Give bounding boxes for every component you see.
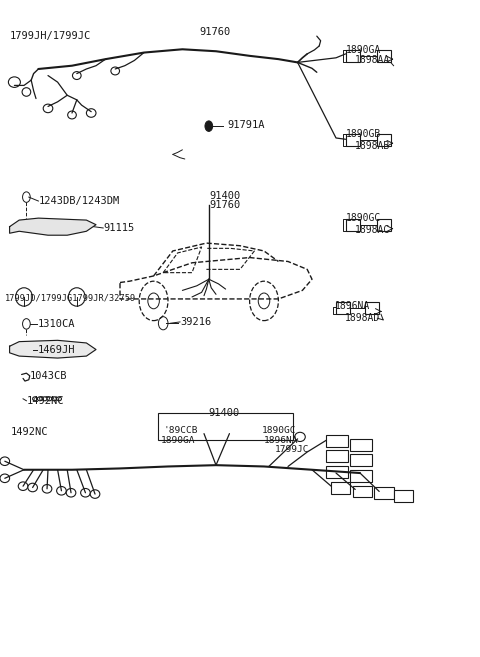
Ellipse shape (81, 489, 90, 497)
Bar (394, 490, 413, 502)
Bar (326, 450, 348, 462)
Ellipse shape (68, 288, 85, 306)
Bar (336, 302, 350, 314)
Ellipse shape (111, 67, 120, 75)
Text: 1896NA: 1896NA (335, 301, 370, 311)
Text: 1799JC: 1799JC (275, 445, 309, 454)
Ellipse shape (72, 72, 81, 79)
Ellipse shape (15, 288, 32, 306)
Bar (365, 302, 379, 314)
Ellipse shape (52, 397, 57, 401)
Ellipse shape (90, 490, 100, 498)
Bar (331, 482, 350, 494)
Circle shape (205, 121, 213, 131)
Bar (326, 435, 348, 447)
Bar (377, 134, 391, 146)
Ellipse shape (66, 489, 76, 497)
Text: 1898AD: 1898AD (345, 313, 380, 323)
Bar (350, 439, 372, 451)
Bar (346, 134, 360, 146)
Ellipse shape (0, 457, 10, 465)
Text: 1890GC: 1890GC (346, 213, 381, 223)
Ellipse shape (42, 485, 52, 493)
Text: 91400: 91400 (209, 407, 240, 418)
Text: 1492NC: 1492NC (26, 396, 64, 406)
Text: 1890GA: 1890GA (346, 45, 381, 55)
Text: 1890GA: 1890GA (161, 436, 195, 445)
Bar (353, 486, 372, 497)
Ellipse shape (37, 397, 42, 401)
Text: 1898AB: 1898AB (355, 141, 390, 151)
Ellipse shape (225, 427, 234, 436)
Text: 1492NC: 1492NC (11, 427, 48, 438)
Bar (350, 470, 372, 482)
Text: 91400: 91400 (210, 191, 241, 201)
Bar (374, 487, 394, 499)
Text: 1799JH/1799JC: 1799JH/1799JC (10, 31, 91, 41)
Bar (346, 219, 360, 231)
Ellipse shape (57, 486, 66, 495)
Ellipse shape (57, 397, 61, 401)
Text: 1890GB: 1890GB (346, 129, 381, 139)
Ellipse shape (47, 397, 52, 401)
Text: 1243DB/1243DM: 1243DB/1243DM (38, 196, 120, 206)
Ellipse shape (8, 77, 20, 87)
Text: 91760: 91760 (199, 26, 230, 37)
Text: 1890GC: 1890GC (262, 426, 296, 435)
Ellipse shape (0, 474, 10, 482)
Text: 91760: 91760 (210, 200, 241, 210)
Bar (350, 454, 372, 466)
Ellipse shape (18, 482, 28, 490)
Text: 1310CA: 1310CA (37, 319, 75, 329)
Bar (326, 466, 348, 478)
Ellipse shape (22, 87, 31, 97)
Ellipse shape (33, 397, 37, 401)
Ellipse shape (68, 111, 76, 119)
Text: 1898AC: 1898AC (355, 225, 390, 235)
Ellipse shape (197, 427, 206, 436)
Text: 39216: 39216 (180, 317, 211, 327)
Text: 91115: 91115 (103, 223, 134, 233)
Polygon shape (10, 218, 96, 235)
Polygon shape (10, 340, 96, 358)
Ellipse shape (86, 109, 96, 117)
Text: 1469JH: 1469JH (37, 344, 75, 355)
Text: 1896NA: 1896NA (264, 436, 299, 445)
Ellipse shape (28, 484, 37, 491)
Ellipse shape (42, 397, 47, 401)
Bar (158, 413, 293, 440)
Text: 1043CB: 1043CB (30, 371, 67, 381)
Text: '89CCB: '89CCB (163, 426, 198, 435)
Bar (346, 50, 360, 62)
Text: 1799JD/1799JG1799JR/32759: 1799JD/1799JG1799JR/32759 (5, 293, 136, 302)
Ellipse shape (295, 432, 305, 442)
Text: 1898AA: 1898AA (355, 55, 390, 66)
Text: 91791A: 91791A (228, 120, 265, 130)
Bar (377, 219, 391, 231)
Bar (377, 50, 391, 62)
Ellipse shape (43, 104, 53, 113)
